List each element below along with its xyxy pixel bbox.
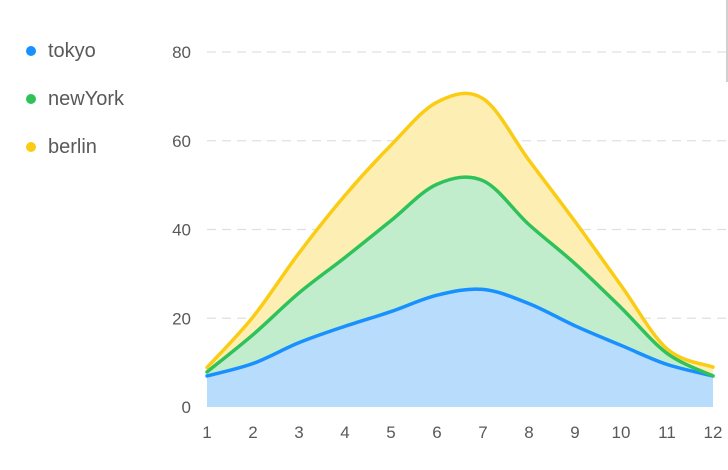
line-berlin [205,91,715,370]
legend-label-berlin: berlin [48,136,97,158]
legend-label-tokyo: tokyo [48,40,96,62]
x-tick-label: 12 [704,423,723,442]
x-tick-label: 9 [570,423,579,442]
x-tick-label: 3 [294,423,303,442]
x-tick-label: 10 [612,423,631,442]
x-tick-label: 1 [202,423,211,442]
x-tick-label: 6 [432,423,441,442]
x-tick-label: 5 [386,423,395,442]
legend-marker-berlin [26,142,36,152]
series-lines [205,91,715,378]
y-tick-label: 40 [172,221,191,240]
y-tick-label: 0 [182,398,191,417]
y-tick-label: 20 [172,309,191,328]
x-tick-label: 11 [658,423,676,442]
line-tokyo [205,287,715,378]
x-tick-label: 8 [524,423,533,442]
legend-label-newyork: newYork [48,88,124,110]
x-tick-label: 4 [340,423,349,442]
area-newyork [207,177,713,376]
right-edge-border [726,0,728,82]
x-tick-label: 2 [248,423,257,442]
y-tick-label: 60 [172,132,191,151]
line-newyork [205,175,715,378]
y-tick-label: 80 [172,43,191,62]
area-tokyo [207,289,713,407]
legend-marker-tokyo [26,46,36,56]
legend-marker-newyork [26,94,36,104]
x-tick-label: 7 [478,423,487,442]
